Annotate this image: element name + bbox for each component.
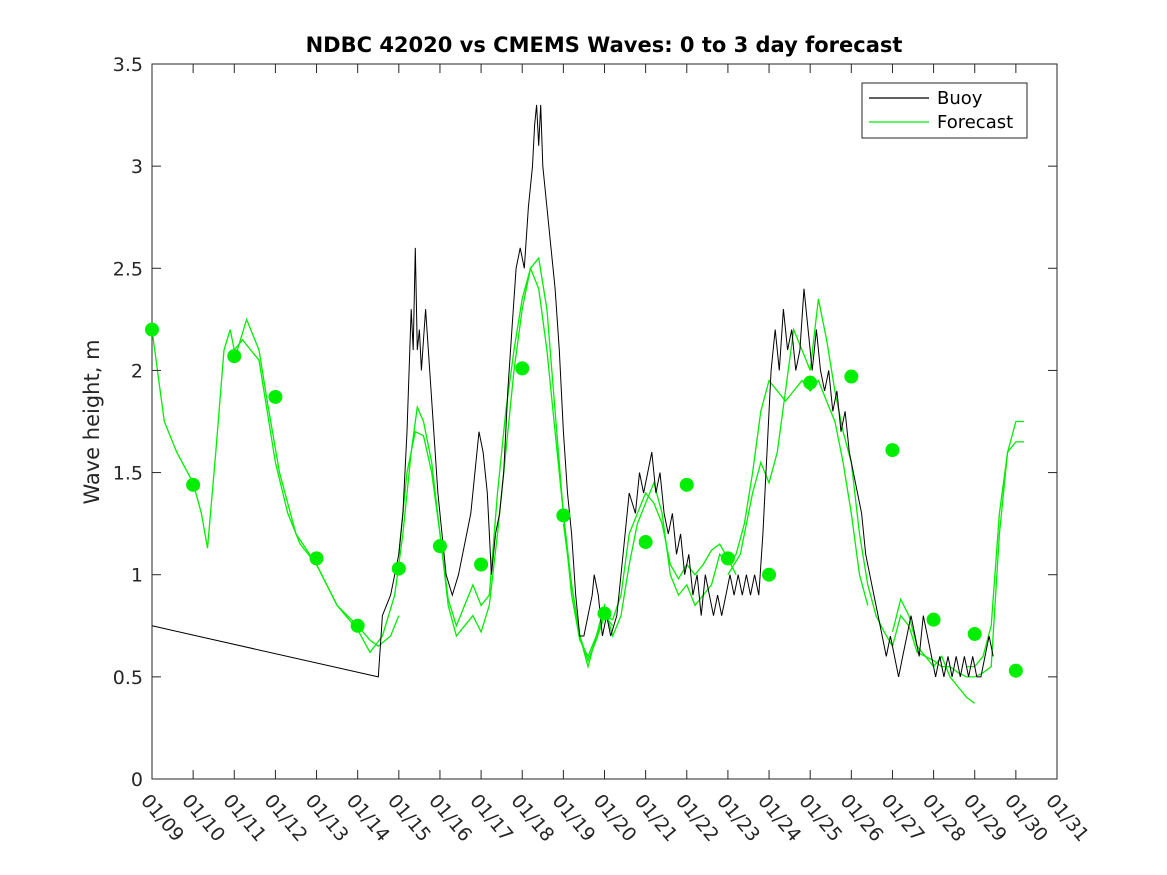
forecast-line [233, 256, 614, 658]
forecast-marker [885, 443, 900, 458]
forecast-marker [391, 561, 406, 576]
y-tick-label: 1.5 [113, 463, 143, 485]
x-tick-label: 01/09 [136, 790, 188, 846]
legend-label-buoy: Buoy [937, 88, 983, 109]
x-tick-label: 01/16 [424, 790, 476, 846]
forecast-marker [679, 477, 694, 492]
y-tick-label: 0 [131, 769, 143, 791]
x-tick-label: 01/14 [342, 790, 394, 846]
y-tick-label: 3 [131, 156, 143, 178]
x-tick-label: 01/21 [630, 790, 682, 846]
plot-area [151, 63, 1058, 780]
x-tick-label: 01/13 [301, 790, 353, 846]
x-tick-label: 01/12 [260, 790, 312, 846]
marker-layer [145, 322, 1023, 678]
x-tick-label: 01/19 [548, 790, 600, 846]
forecast-marker [803, 375, 818, 390]
forecast-line [727, 298, 976, 704]
x-tick-label: 01/20 [589, 790, 641, 846]
y-tick-label: 2.5 [113, 258, 143, 280]
forecast-line [891, 420, 1025, 678]
forecast-marker [145, 322, 159, 337]
x-tick-label: 01/15 [383, 790, 435, 846]
x-tick-label: 01/31 [1041, 790, 1093, 846]
forecast-marker [638, 535, 653, 550]
forecast-marker [556, 508, 571, 523]
forecast-marker [268, 389, 283, 404]
y-tick-label: 2 [131, 360, 143, 382]
x-tick-label: 01/22 [671, 790, 723, 846]
x-tick-label: 01/11 [218, 790, 270, 846]
forecast-line [966, 441, 1025, 668]
forecast-marker [474, 557, 489, 572]
forecast-marker [186, 477, 201, 492]
x-tick-label: 01/28 [918, 790, 970, 846]
y-tick-label: 1 [131, 565, 143, 587]
buoy-line [151, 104, 994, 678]
forecast-marker [1008, 663, 1023, 678]
legend: Buoy Forecast [861, 82, 1028, 139]
y-tick-label: 0.5 [113, 667, 143, 689]
forecast-marker [432, 539, 447, 554]
forecast-marker [967, 626, 982, 641]
y-tick-label: 3.5 [113, 54, 143, 76]
x-tick-label: 01/30 [1000, 790, 1052, 846]
forecast-marker [926, 612, 941, 627]
x-tick-label: 01/29 [959, 790, 1011, 846]
forecast-marker [350, 618, 365, 633]
forecast-marker [309, 551, 324, 566]
forecast-marker [515, 361, 530, 376]
x-tick-label: 01/24 [753, 790, 805, 846]
x-tick-label: 01/26 [835, 790, 887, 846]
forecast-line [398, 266, 737, 663]
forecast-marker [762, 567, 777, 582]
x-tick-label: 01/17 [465, 790, 517, 846]
forecast-marker [227, 349, 242, 364]
x-tick-label: 01/10 [177, 790, 229, 846]
x-tick-label: 01/27 [877, 790, 929, 846]
forecast-marker [720, 551, 735, 566]
chart-title: NDBC 42020 vs CMEMS Waves: 0 to 3 day fo… [306, 33, 903, 57]
forecast-marker [597, 606, 612, 621]
y-axis-label: Wave height, m [80, 339, 104, 504]
forecast-marker [844, 369, 859, 384]
x-tick-label: 01/25 [794, 790, 846, 846]
series-layer [151, 104, 1025, 704]
legend-box [861, 82, 1028, 139]
x-tick-label: 01/18 [506, 790, 558, 846]
x-tick-label: 01/23 [712, 790, 764, 846]
legend-label-forecast: Forecast [937, 112, 1013, 133]
